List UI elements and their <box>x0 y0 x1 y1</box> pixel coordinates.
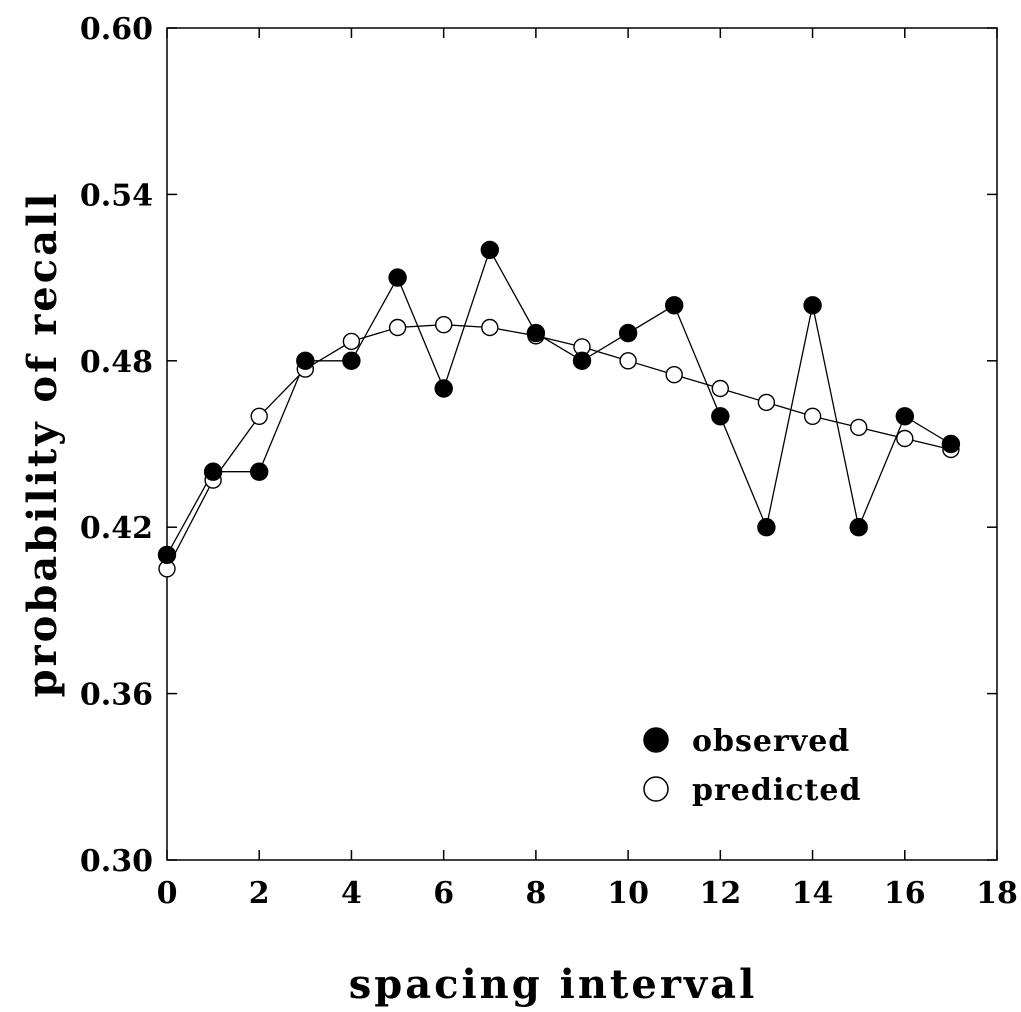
data-point-predicted <box>619 352 637 370</box>
legend-observed-marker <box>643 727 669 753</box>
x-tick-label: 18 <box>976 876 1018 911</box>
x-tick-label: 4 <box>341 876 362 911</box>
data-point-predicted <box>896 429 914 448</box>
x-tick-label: 10 <box>607 876 649 911</box>
data-point-observed <box>388 268 407 287</box>
y-tick-label: 0.48 <box>80 345 153 380</box>
data-point-observed <box>157 545 177 565</box>
data-point-observed <box>849 518 868 537</box>
y-tick-label: 0.60 <box>80 12 153 47</box>
y-axis-title: probability of recall <box>19 191 66 698</box>
data-point-observed <box>803 296 822 315</box>
series-line-predicted <box>166 324 952 570</box>
data-point-observed <box>665 296 684 315</box>
legend-predicted-marker <box>643 776 669 802</box>
legend-observed-label: observed <box>692 724 850 759</box>
data-point-observed <box>342 351 361 370</box>
y-tick-label: 0.30 <box>80 844 153 879</box>
data-point-predicted <box>388 318 407 337</box>
data-point-predicted <box>711 379 729 398</box>
series-line-observed <box>166 248 952 556</box>
points-layer <box>157 240 961 578</box>
data-point-observed <box>711 407 730 426</box>
data-point-predicted <box>342 332 361 351</box>
data-point-observed <box>250 462 269 481</box>
plot-frame <box>166 27 998 861</box>
data-point-predicted <box>481 318 499 337</box>
data-point-observed <box>434 379 453 398</box>
x-tick-label: 2 <box>249 876 270 911</box>
data-point-predicted <box>435 316 453 334</box>
data-point-observed <box>203 462 223 481</box>
x-tick-label: 6 <box>433 876 454 911</box>
x-tick-label: 8 <box>525 876 546 911</box>
data-point-observed <box>757 518 776 537</box>
y-tick-label: 0.54 <box>80 178 153 213</box>
data-point-observed <box>572 351 592 370</box>
data-point-observed <box>526 323 546 343</box>
legend-predicted-label: predicted <box>692 773 861 808</box>
y-tick-label: 0.36 <box>80 678 153 713</box>
y-tick-label: 0.42 <box>80 511 153 546</box>
lines-layer <box>166 248 952 570</box>
ticks-layer: 0 2 4 6 8 10 12 14 16 18 0.30 0.36 0.42 0.48 0.54 0.60 <box>80 12 1018 911</box>
x-tick-label: 14 <box>792 876 834 911</box>
data-point-predicted <box>850 418 868 437</box>
data-point-predicted <box>757 393 776 412</box>
data-point-observed <box>941 434 961 454</box>
data-point-predicted <box>250 407 268 425</box>
legend: observed predicted <box>643 724 861 808</box>
data-point-observed <box>895 407 914 426</box>
data-point-predicted <box>803 407 822 425</box>
data-point-observed <box>296 351 315 370</box>
x-tick-label: 16 <box>884 876 926 911</box>
x-axis-title: spacing interval <box>349 961 758 1007</box>
data-point-observed <box>618 323 638 343</box>
data-point-predicted <box>665 366 683 384</box>
data-point-observed <box>480 240 499 260</box>
x-tick-label: 0 <box>157 876 178 911</box>
x-tick-label: 12 <box>699 876 741 911</box>
